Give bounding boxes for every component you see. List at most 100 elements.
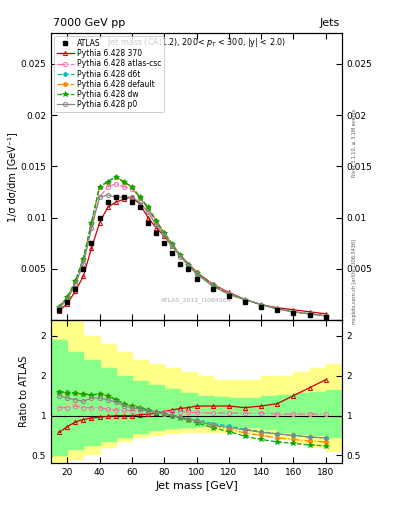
Pythia 6.428 370 [210,281,215,287]
Pythia 6.428 370 [146,215,151,221]
Pythia 6.428 default [73,278,78,284]
Pythia 6.428 370 [89,245,94,251]
Pythia 6.428 default [170,241,174,247]
Pythia 6.428 atlas-csc [323,313,328,319]
Text: mcplots.cern.ch [arXiv:1306.3436]: mcplots.cern.ch [arXiv:1306.3436] [352,239,357,324]
Pythia 6.428 dw [130,184,134,190]
Pythia 6.428 atlas-csc [65,296,70,303]
Pythia 6.428 p0 [178,253,183,260]
Pythia 6.428 dw [170,241,174,247]
ATLAS [130,199,134,205]
ATLAS [186,266,191,272]
Pythia 6.428 default [275,306,280,312]
Pythia 6.428 370 [307,309,312,315]
Pythia 6.428 p0 [113,194,118,200]
Text: Jet mass (CA(1.2), 200< $p_{T}$ < 300, |y| < 2.0): Jet mass (CA(1.2), 200< $p_{T}$ < 300, |… [107,36,286,49]
Pythia 6.428 dw [81,255,86,262]
Pythia 6.428 atlas-csc [113,181,118,187]
Pythia 6.428 default [105,179,110,185]
Pythia 6.428 atlas-csc [146,206,151,212]
Pythia 6.428 default [121,179,126,185]
Pythia 6.428 d6t [210,282,215,288]
Pythia 6.428 370 [81,273,86,279]
Pythia 6.428 atlas-csc [178,252,183,259]
Pythia 6.428 370 [162,233,167,239]
Pythia 6.428 d6t [178,252,183,259]
Pythia 6.428 atlas-csc [242,296,247,303]
Pythia 6.428 default [162,230,167,236]
Pythia 6.428 p0 [138,199,142,205]
Pythia 6.428 p0 [162,232,167,238]
Pythia 6.428 p0 [97,194,102,200]
Pythia 6.428 p0 [89,225,94,231]
ATLAS [194,276,199,282]
Pythia 6.428 atlas-csc [81,261,86,267]
ATLAS [323,314,328,320]
Pythia 6.428 atlas-csc [307,311,312,317]
ATLAS [154,230,158,236]
Pythia 6.428 370 [105,204,110,210]
Pythia 6.428 default [291,309,296,315]
Pythia 6.428 370 [138,201,142,207]
Pythia 6.428 default [226,291,231,297]
Pythia 6.428 d6t [89,220,94,226]
Pythia 6.428 default [186,262,191,268]
Pythia 6.428 dw [113,174,118,180]
Pythia 6.428 dw [146,204,151,210]
Y-axis label: 1/σ dσ/dm [GeV⁻¹]: 1/σ dσ/dm [GeV⁻¹] [7,132,18,222]
Pythia 6.428 dw [97,184,102,190]
Pythia 6.428 atlas-csc [130,186,134,192]
Pythia 6.428 default [81,255,86,262]
Pythia 6.428 d6t [154,218,158,224]
Pythia 6.428 d6t [81,255,86,262]
ATLAS [113,194,118,200]
Pythia 6.428 atlas-csc [275,306,280,312]
ATLAS [291,310,296,316]
X-axis label: Jet mass [GeV]: Jet mass [GeV] [155,481,238,492]
Pythia 6.428 default [178,252,183,259]
Pythia 6.428 dw [242,296,247,303]
Pythia 6.428 d6t [226,291,231,297]
Pythia 6.428 d6t [307,311,312,317]
Pythia 6.428 atlas-csc [89,225,94,231]
Text: ATLAS_2012_I1094564: ATLAS_2012_I1094564 [161,297,232,303]
Pythia 6.428 default [194,270,199,276]
Pythia 6.428 atlas-csc [73,281,78,287]
Pythia 6.428 p0 [57,305,62,311]
Pythia 6.428 atlas-csc [186,261,191,267]
Pythia 6.428 dw [162,230,167,236]
Pythia 6.428 370 [113,199,118,205]
Pythia 6.428 default [113,174,118,180]
ATLAS [138,204,142,210]
Pythia 6.428 dw [291,309,296,315]
Pythia 6.428 p0 [242,296,247,303]
Pythia 6.428 370 [57,308,62,314]
ATLAS [259,304,263,310]
Pythia 6.428 dw [323,313,328,319]
Pythia 6.428 d6t [146,204,151,210]
Pythia 6.428 p0 [186,263,191,269]
Pythia 6.428 d6t [259,302,263,308]
Pythia 6.428 d6t [97,184,102,190]
Line: Pythia 6.428 default: Pythia 6.428 default [57,175,328,318]
Pythia 6.428 370 [178,252,183,259]
Pythia 6.428 atlas-csc [226,290,231,296]
Pythia 6.428 dw [57,304,62,310]
Pythia 6.428 dw [138,194,142,200]
ATLAS [121,194,126,200]
Pythia 6.428 370 [121,196,126,202]
Pythia 6.428 atlas-csc [170,241,174,247]
ATLAS [89,240,94,246]
Pythia 6.428 p0 [307,311,312,317]
Pythia 6.428 default [97,184,102,190]
Pythia 6.428 atlas-csc [194,269,199,275]
Pythia 6.428 atlas-csc [259,302,263,308]
Pythia 6.428 dw [89,220,94,226]
Pythia 6.428 370 [97,220,102,226]
Pythia 6.428 370 [194,269,199,275]
Pythia 6.428 dw [259,302,263,308]
Pythia 6.428 atlas-csc [105,184,110,190]
Pythia 6.428 default [307,311,312,317]
Pythia 6.428 370 [170,243,174,249]
Y-axis label: Ratio to ATLAS: Ratio to ATLAS [19,356,29,428]
